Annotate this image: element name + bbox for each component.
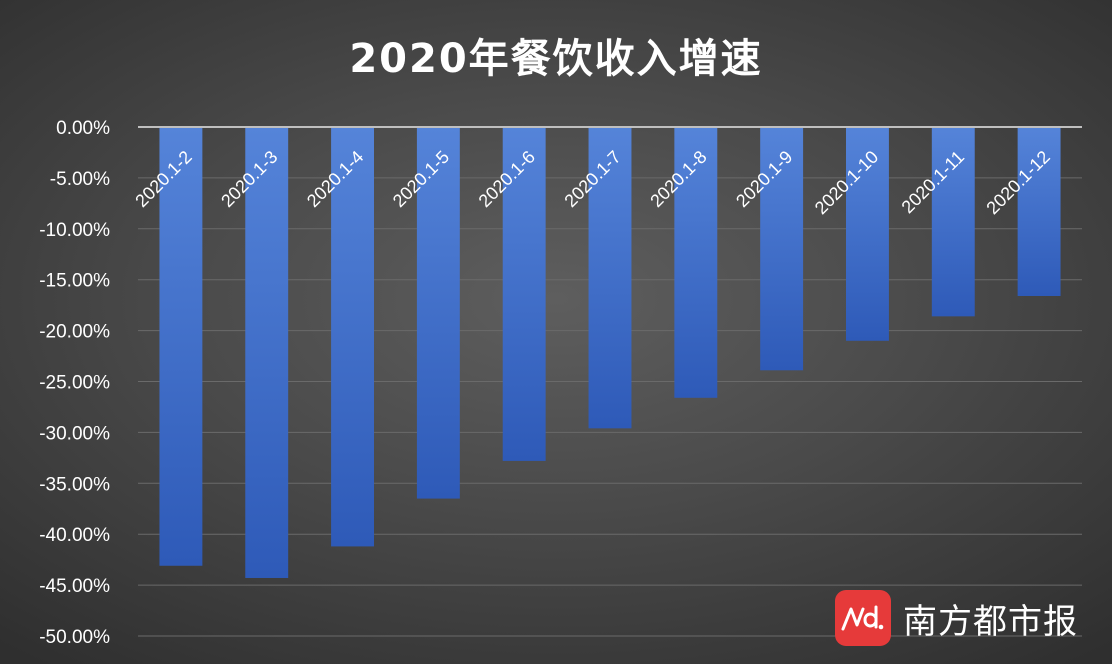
brand-watermark: 南方都市报 <box>835 590 1078 646</box>
y-tick-label: 0.00% <box>56 118 110 139</box>
bar <box>760 127 804 371</box>
bar <box>674 127 718 398</box>
y-axis: 0.00% -5.00% -10.00% -15.00% -20.00% -25.00% -… <box>39 118 110 648</box>
y-tick-label: -35.00% <box>39 474 110 495</box>
bar <box>588 127 632 429</box>
y-tick-label: -25.00% <box>39 373 110 394</box>
y-tick-label: -15.00% <box>39 271 110 292</box>
bar <box>416 127 460 499</box>
chart-title: 2020年餐饮收入增速 <box>349 36 763 82</box>
bar <box>502 127 546 461</box>
nd-logo-icon <box>841 605 884 631</box>
y-tick-label: -5.00% <box>50 169 110 190</box>
y-tick-label: -10.00% <box>39 220 110 241</box>
y-tick-label: -40.00% <box>39 525 110 546</box>
nd-logo <box>835 590 891 646</box>
bar <box>245 127 289 578</box>
y-tick-label: -30.00% <box>39 423 110 444</box>
bar <box>331 127 374 547</box>
brand-name: 南方都市报 <box>903 601 1078 642</box>
y-tick-label: -45.00% <box>39 576 110 597</box>
bar <box>1017 127 1061 296</box>
bar <box>931 127 975 317</box>
y-tick-label: -50.00% <box>39 627 110 648</box>
bar <box>846 127 889 341</box>
y-tick-label: -20.00% <box>39 322 110 343</box>
bar-series <box>159 127 1061 578</box>
bar <box>159 127 203 566</box>
